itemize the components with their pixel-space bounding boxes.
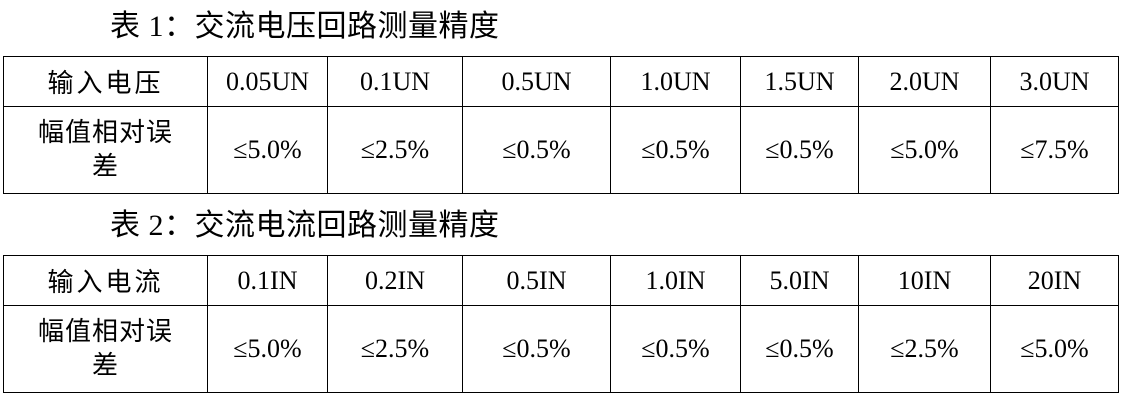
table-1-column-header: 0.5UN (462, 56, 611, 107)
column-header-text: 0.1UN (359, 66, 431, 96)
table-2-column-header: 0.5IN (462, 255, 611, 306)
value-text: ≤5.0% (890, 135, 959, 164)
column-header-text: 5.0IN (769, 265, 830, 295)
table-2-row-header-label: 输入电流 (3, 255, 208, 306)
top-spacer (0, 0, 1127, 7)
value-text: ≤0.5% (502, 334, 571, 363)
value-text: ≤2.5% (360, 135, 430, 164)
caption-table-spacer-2 (0, 246, 1127, 255)
table-2-wrapper: 输入电流 0.1IN 0.2IN 0.5IN 1.0IN 5 (0, 255, 1127, 393)
table-2-row-value-label: 幅值相对误差 (3, 305, 208, 393)
value-text: ≤5.0% (233, 135, 302, 164)
table-2-column-header: 20IN (990, 255, 1119, 306)
table-2-value-cell: ≤0.5% (462, 305, 611, 393)
amplitude-relative-error-label: 幅值相对误差 (37, 317, 173, 380)
value-text: ≤0.5% (641, 135, 710, 164)
table-2-value-cell: ≤0.5% (610, 305, 741, 393)
table-1-value-cell: ≤0.5% (462, 106, 611, 194)
column-header-text: 20IN (1027, 265, 1082, 295)
value-text: ≤5.0% (1020, 334, 1089, 363)
table-caption-spacer (0, 194, 1127, 206)
column-header-text: 0.1IN (237, 265, 298, 295)
table-1-row-value-label: 幅值相对误差 (3, 106, 208, 194)
amplitude-relative-error-label: 幅值相对误差 (37, 118, 173, 181)
table-2-caption: 表 2：交流电流回路测量精度 (110, 209, 500, 242)
table-1-value-cell: ≤5.0% (858, 106, 991, 194)
table-row: 幅值相对误差 ≤5.0% ≤2.5% ≤0.5% ≤0.5% (3, 106, 1119, 194)
table-1-column-header: 2.0UN (858, 56, 991, 107)
column-header-text: 2.0UN (889, 66, 960, 96)
table-2-value-cell: ≤2.5% (858, 305, 991, 393)
value-text: ≤7.5% (1020, 135, 1089, 164)
value-text: ≤0.5% (765, 135, 834, 164)
caption-table-spacer-1 (0, 47, 1127, 56)
table-1-value-cell: ≤5.0% (207, 106, 328, 194)
column-header-text: 0.2IN (365, 265, 425, 295)
table-1-value-cell: ≤0.5% (610, 106, 741, 194)
table-1-column-header: 3.0UN (990, 56, 1119, 107)
table-2-value-cell: ≤2.5% (327, 305, 463, 393)
table-2-value-cell: ≤0.5% (740, 305, 859, 393)
table-2-value-cell: ≤5.0% (990, 305, 1119, 393)
table-1-caption: 表 1：交流电压回路测量精度 (110, 10, 500, 43)
value-text: ≤0.5% (502, 135, 571, 164)
table-2-column-header: 0.1IN (207, 255, 328, 306)
column-header-text: 0.05UN (225, 66, 310, 96)
table-1-value-cell: ≤0.5% (740, 106, 859, 194)
table-1-value-cell: ≤7.5% (990, 106, 1119, 194)
table-row: 幅值相对误差 ≤5.0% ≤2.5% ≤0.5% ≤0.5% (3, 305, 1119, 393)
value-text: ≤0.5% (641, 334, 710, 363)
column-header-text: 10IN (897, 265, 952, 295)
table-2-column-header: 10IN (858, 255, 991, 306)
column-header-text: 0.5UN (501, 66, 572, 96)
ac-voltage-accuracy-table: 输入电压 0.05UN 0.1UN 0.5UN 1.0UN (3, 56, 1119, 194)
value-text: ≤2.5% (360, 334, 430, 363)
input-current-label: 输入电流 (47, 268, 164, 297)
table-1-column-header: 0.05UN (207, 56, 328, 107)
table-1-column-header: 0.1UN (327, 56, 463, 107)
ac-current-accuracy-table: 输入电流 0.1IN 0.2IN 0.5IN 1.0IN 5 (3, 255, 1119, 393)
table-row: 输入电压 0.05UN 0.1UN 0.5UN 1.0UN (3, 56, 1119, 107)
column-header-text: 1.0UN (640, 66, 711, 96)
table-2-value-cell: ≤5.0% (207, 305, 328, 393)
table-1-row-header-label: 输入电压 (3, 56, 208, 107)
value-text: ≤5.0% (233, 334, 302, 363)
table-row: 输入电流 0.1IN 0.2IN 0.5IN 1.0IN 5 (3, 255, 1119, 306)
table-1-column-header: 1.0UN (610, 56, 741, 107)
table-1-wrapper: 输入电压 0.05UN 0.1UN 0.5UN 1.0UN (0, 56, 1127, 194)
input-voltage-label: 输入电压 (47, 69, 164, 98)
value-text: ≤0.5% (765, 334, 834, 363)
table-1-value-cell: ≤2.5% (327, 106, 463, 194)
table-2-column-header: 1.0IN (610, 255, 741, 306)
column-header-text: 3.0UN (1019, 66, 1090, 96)
table-2-column-header: 5.0IN (740, 255, 859, 306)
table-2-column-header: 0.2IN (327, 255, 463, 306)
column-header-text: 1.5UN (764, 66, 835, 96)
column-header-text: 0.5IN (506, 265, 567, 295)
value-text: ≤2.5% (890, 334, 959, 363)
table-1-column-header: 1.5UN (740, 56, 859, 107)
column-header-text: 1.0IN (645, 265, 706, 295)
